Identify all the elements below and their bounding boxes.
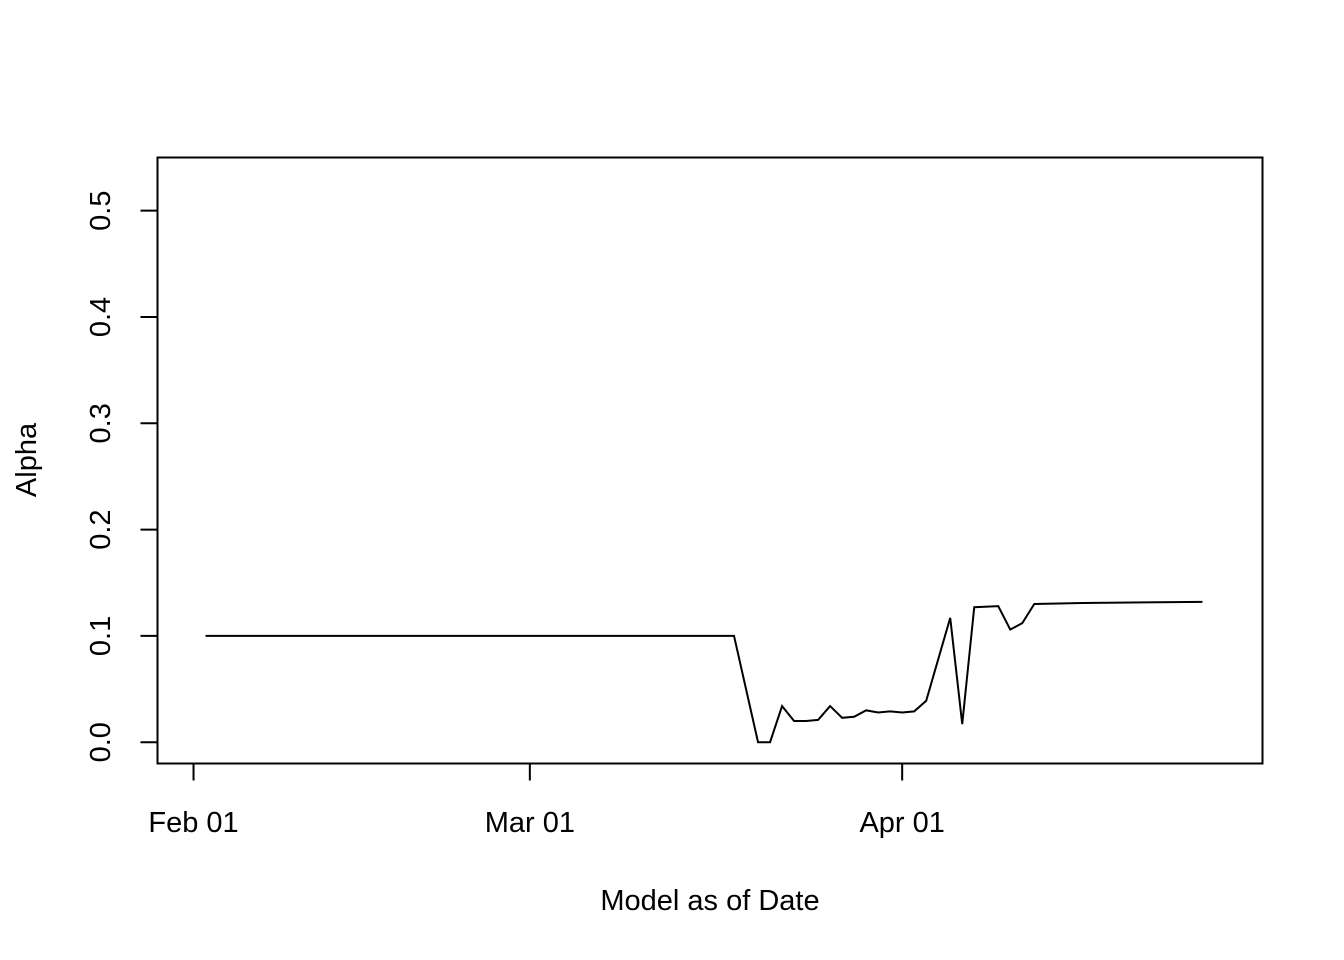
y-axis-label: Alpha bbox=[11, 422, 43, 497]
y-tick-label: 0.2 bbox=[85, 509, 117, 549]
plot-frame bbox=[156, 156, 1264, 765]
series-layer bbox=[205, 600, 1203, 744]
y-tick-label: 0.0 bbox=[85, 722, 117, 762]
y-tick-label: 0.5 bbox=[85, 190, 117, 230]
y-tick-label: 0.4 bbox=[85, 297, 117, 337]
y-tick-label: 0.3 bbox=[85, 403, 117, 443]
series-line bbox=[205, 600, 1203, 744]
y-axis: 0.0 0.1 0.2 0.3 0.4 0.5 bbox=[85, 190, 159, 762]
x-tick-label: Feb 01 bbox=[148, 807, 238, 839]
x-tick-label: Apr 01 bbox=[859, 807, 944, 839]
y-tick-label: 0.1 bbox=[85, 616, 117, 656]
x-tick-label: Mar 01 bbox=[485, 807, 575, 839]
x-axis-label: Model as of Date bbox=[600, 885, 819, 917]
x-axis: Feb 01 Mar 01 Apr 01 bbox=[148, 762, 945, 839]
